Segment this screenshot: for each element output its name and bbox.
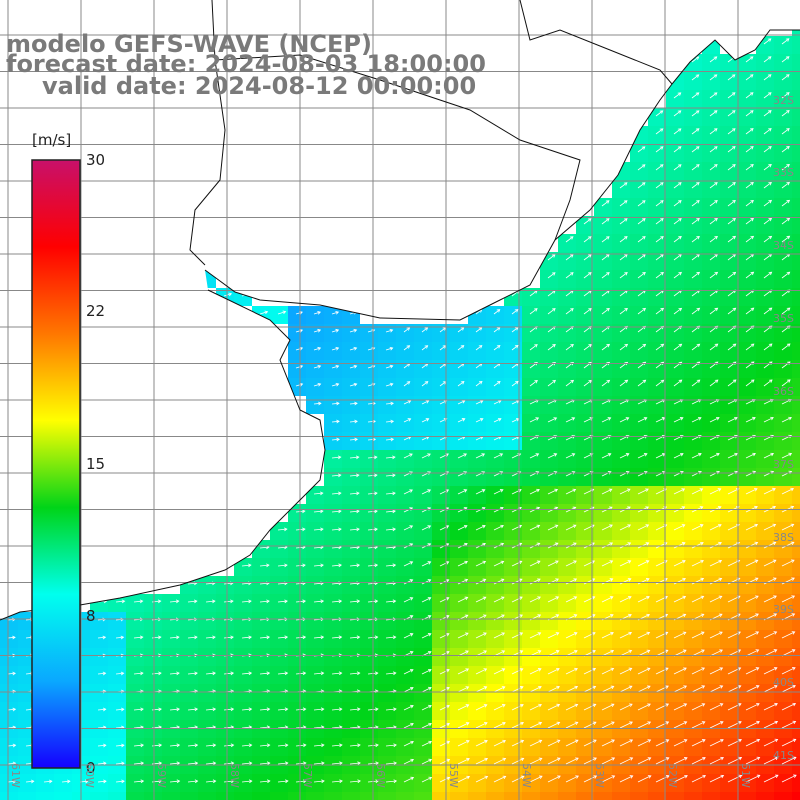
colorbar-tick: 22 (86, 302, 106, 320)
lat-label: 32S (773, 94, 794, 107)
lon-label: 61W (9, 763, 22, 788)
colorbar-tick: 8 (86, 607, 96, 625)
lon-label: 57W (301, 763, 314, 788)
lat-label: 33S (773, 166, 794, 179)
lon-label: 56W (374, 763, 387, 788)
lon-label: 55W (447, 763, 460, 788)
coastline (0, 0, 800, 621)
lat-label: 36S (773, 385, 794, 398)
lon-label: 59W (155, 763, 168, 788)
valid-date: valid date: 2024-08-12 00:00:00 (42, 72, 477, 100)
lon-label: 58W (228, 763, 241, 788)
land-mask (0, 0, 800, 620)
lat-label: 41S (773, 749, 794, 762)
lat-label: 37S (773, 458, 794, 471)
colorbar-tick-min: 0 (86, 759, 96, 777)
colorbar (31, 159, 81, 769)
lon-label: 53W (593, 763, 606, 788)
lon-label: 54W (520, 763, 533, 788)
colorbar-tick-max: 30 (86, 151, 106, 169)
model-title: modelo GEFS-WAVE (NCEP) (6, 30, 372, 58)
lat-label: 38S (773, 531, 794, 544)
colorbar-tick: 15 (86, 455, 106, 473)
lat-label: 35S (773, 312, 794, 325)
colorbar-unit: [m/s] (32, 131, 72, 149)
lon-label: 52W (666, 763, 679, 788)
lat-label: 39S (773, 603, 794, 616)
lat-label: 34S (773, 239, 794, 252)
lon-label: 60W (83, 763, 96, 788)
lon-label: 51W (739, 763, 752, 788)
lat-label: 40S (773, 676, 794, 689)
forecast-date: forecast date: 2024-08-03 18:00:00 (6, 50, 486, 78)
